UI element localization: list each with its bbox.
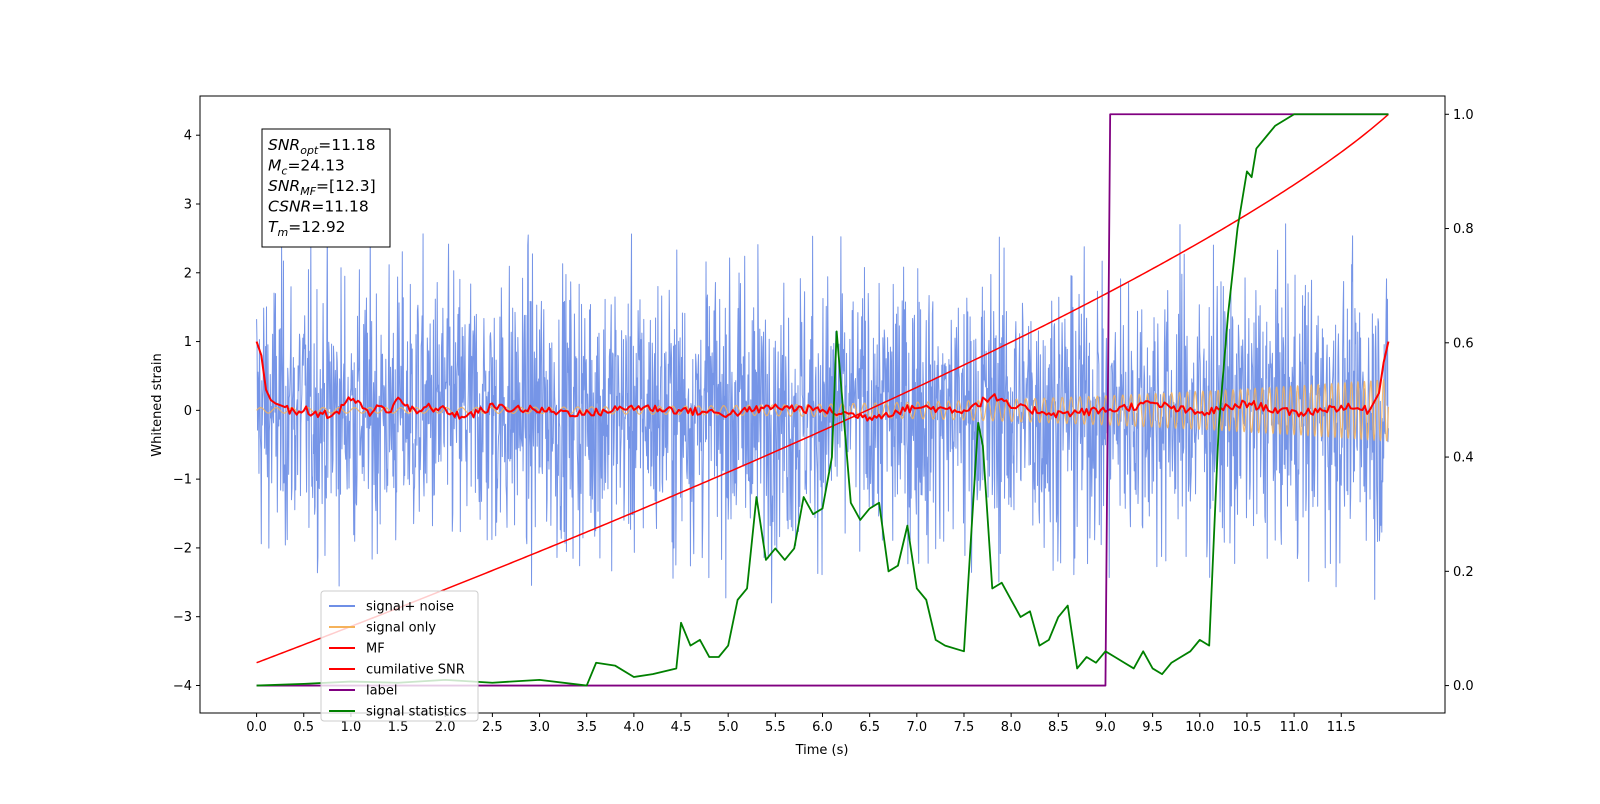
annotation-symbol: SNR: [268, 177, 300, 195]
x-tick-label: 5.5: [765, 720, 786, 735]
y-tick-label-left: −4: [173, 679, 192, 694]
y-tick-label-right: 0.8: [1453, 222, 1474, 237]
annotation-value: =[12.3]: [316, 177, 376, 195]
signal-noise-line: [256, 220, 1389, 604]
y-tick-label-right: 1.0: [1453, 108, 1474, 123]
y-tick-label-left: −2: [173, 541, 192, 556]
x-tick-label: 4.5: [671, 720, 692, 735]
x-tick-label: 6.0: [812, 720, 833, 735]
x-tick-label: 7.0: [906, 720, 927, 735]
legend-frame: [320, 590, 479, 722]
x-tick-label: 9.5: [1142, 720, 1163, 735]
annotation-line: Mc=24.13: [268, 157, 345, 178]
x-tick-label: 8.5: [1048, 720, 1069, 735]
x-tick-label: 8.0: [1001, 720, 1022, 735]
y-axis-right: 1.0 0.8 0.6 0.4 0.2 0.0: [1445, 108, 1474, 694]
legend-label: signal+ noise: [366, 600, 454, 615]
y-tick-label-left: 3: [184, 197, 192, 212]
x-tick-label: 11.5: [1327, 720, 1356, 735]
annotation-symbol: SNR: [268, 136, 300, 154]
annotation-line: Tm=12.92: [268, 218, 346, 239]
y-tick-label-left: 4: [184, 129, 192, 144]
annotation-symbol: M: [268, 157, 281, 175]
annotation-value: =11.18: [318, 136, 375, 154]
signal-statistics-line: [256, 113, 1389, 687]
annotation-symbol: CSNR: [268, 198, 311, 216]
x-axis: 0.0 0.5 1.0 1.5 2.0 2.5 3.0 3.5 4.0 4.5 5.0 5.5 6.0 6…: [246, 713, 1356, 735]
annotation-line: CSNR=11.18: [268, 198, 369, 216]
x-tick-label: 5.0: [718, 720, 739, 735]
annotation-symbol: T: [268, 218, 279, 236]
x-tick-label: 9.0: [1095, 720, 1116, 735]
x-tick-label: 1.0: [341, 720, 362, 735]
annotation-subscript: opt: [300, 144, 319, 157]
annotation-frame: [261, 128, 391, 248]
annotation-subscript: MF: [300, 185, 316, 198]
x-tick-label: 0.5: [293, 720, 314, 735]
y-tick-label-right: 0.2: [1453, 565, 1474, 580]
x-tick-label: 0.0: [246, 720, 267, 735]
x-tick-label: 7.5: [954, 720, 975, 735]
x-tick-label: 10.5: [1232, 720, 1261, 735]
y-tick-label-right: 0.4: [1453, 451, 1474, 466]
x-tick-label: 2.5: [482, 720, 503, 735]
y-tick-label-left: 2: [184, 266, 192, 281]
y-tick-label-right: 0.0: [1453, 679, 1474, 694]
x-tick-label: 4.0: [624, 720, 645, 735]
x-tick-label: 3.5: [576, 720, 597, 735]
x-tick-label: 6.5: [859, 720, 880, 735]
x-tick-label: 2.0: [435, 720, 456, 735]
x-tick-label: 10.0: [1185, 720, 1214, 735]
legend: signal+ noise signal only MF cumilative SNR…: [320, 590, 479, 722]
x-tick-label: 11.0: [1280, 720, 1309, 735]
annotation-value: =24.13: [287, 157, 344, 175]
annotation-box: SNRopt=11.18Mc=24.13SNRMF=[12.3]CSNR=11.…: [261, 128, 391, 248]
legend-label: signal only: [366, 621, 436, 636]
annotation-line: SNRMF=[12.3]: [268, 177, 376, 198]
x-tick-label: 1.5: [388, 720, 409, 735]
x-axis-label: Time (s): [795, 743, 849, 758]
y-tick-label-right: 0.6: [1453, 336, 1474, 351]
legend-label: label: [366, 684, 397, 699]
cumulative-snr-line: [256, 113, 1389, 664]
y-tick-label-left: 0: [184, 404, 192, 419]
y-tick-label-left: −3: [173, 610, 192, 625]
legend-label: signal statistics: [366, 705, 467, 720]
series-layer: [255, 113, 1390, 687]
y-tick-label-left: 1: [184, 335, 192, 350]
y-tick-label-left: −1: [173, 473, 192, 488]
mf-line: [255, 341, 1390, 422]
x-tick-label: 3.0: [529, 720, 550, 735]
annotation-value: =11.18: [311, 198, 368, 216]
legend-label: MF: [366, 642, 385, 657]
label-line: [256, 113, 1389, 687]
annotation-line: SNRopt=11.18: [268, 136, 376, 157]
y-axis-left: 4 3 2 1 0 −1 −2 −3 −4: [173, 129, 200, 694]
y-axis-label: Whitened strain: [150, 353, 165, 456]
legend-label: cumilative SNR: [366, 663, 465, 678]
annotation-subscript: c: [281, 165, 287, 178]
annotation-value: =12.92: [288, 218, 345, 236]
annotation-subscript: m: [277, 226, 288, 239]
